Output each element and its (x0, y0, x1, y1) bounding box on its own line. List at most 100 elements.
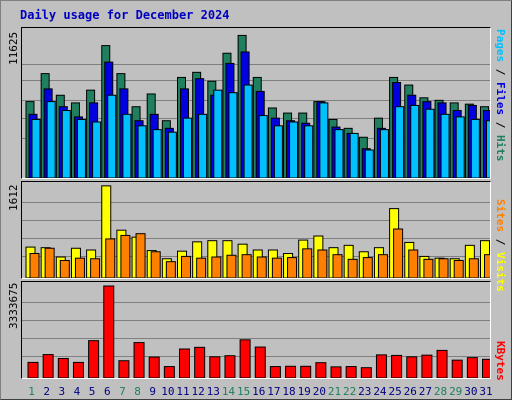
pages-bar (122, 113, 132, 178)
sites-bar (135, 233, 146, 278)
x-tick-label: 18 (282, 385, 296, 398)
pages-bar (152, 129, 162, 178)
sites-bar (438, 258, 449, 278)
pages-bar (410, 104, 420, 178)
kbytes-bar (391, 354, 403, 378)
legend-part: / (494, 62, 507, 82)
x-tick-label: 22 (343, 385, 357, 398)
pages-bar (395, 106, 405, 178)
x-tick-label: 19 (297, 385, 311, 398)
kbytes-bar (330, 366, 342, 378)
kbytes-bar (285, 365, 297, 378)
kbytes-panel (21, 281, 491, 379)
sites-bar (408, 249, 419, 278)
x-tick-label: 26 (403, 385, 417, 398)
hits-max-label: 11625 (7, 31, 20, 65)
x-tick-label: 9 (149, 385, 156, 398)
pages-bar (425, 108, 435, 178)
pages-bar (183, 117, 192, 178)
sites-bar (347, 258, 358, 278)
pages-bar (258, 115, 268, 178)
pages-bar (31, 118, 41, 178)
kbytes-bar (118, 360, 130, 378)
sites-bar (332, 254, 343, 278)
sites-bar (377, 254, 388, 278)
pages-bar (46, 101, 56, 178)
legend-part: Hits (494, 135, 507, 162)
pages-bar (289, 121, 299, 178)
sites-bar (105, 238, 116, 278)
sites-bar (256, 256, 267, 278)
x-tick-label: 12 (191, 385, 205, 398)
x-tick-label: 28 (433, 385, 448, 398)
pages-bar (379, 129, 389, 178)
kbytes-bar (345, 366, 357, 378)
pages-bar (273, 125, 283, 178)
pages-bar (440, 113, 450, 178)
kbytes-bar (436, 349, 448, 378)
sites-visits-panel (21, 181, 491, 279)
sites-bar (29, 253, 40, 278)
x-tick-label: 13 (206, 385, 220, 398)
kbytes-bar (163, 366, 175, 378)
sites-bar (59, 260, 70, 278)
kbytes-bar (209, 356, 221, 378)
pages-bar (107, 94, 117, 178)
sites-bar (423, 258, 434, 278)
pages-bar (319, 102, 329, 178)
kbytes-bar (254, 346, 266, 378)
x-tick-label: 15 (236, 385, 251, 398)
sites-bar (317, 249, 328, 278)
kbytes-bar (482, 358, 490, 378)
pages-bar (349, 132, 359, 178)
legend-part: KBytes (494, 341, 507, 381)
kbytes-chart (22, 285, 490, 378)
x-tick-label: 25 (388, 385, 402, 398)
pages-bar (137, 125, 147, 178)
legend-part: Pages (494, 29, 507, 63)
sites-bar (165, 261, 176, 278)
kbytes-bar (269, 366, 281, 378)
sites-bar (196, 257, 207, 278)
x-tick-label: 21 (327, 385, 342, 398)
pages-bar (486, 120, 490, 178)
kbytes-bar (27, 361, 39, 378)
pages-bar (304, 125, 314, 178)
kbytes-bar (239, 339, 251, 378)
kbytes-bar (148, 356, 160, 378)
x-tick-label: 31 (479, 385, 493, 398)
sites-bar (120, 234, 131, 278)
sites-bar (226, 254, 237, 278)
legend-part: / (494, 232, 507, 252)
kbytes-bar (179, 348, 190, 378)
sites-bar (484, 254, 490, 278)
kbytes-bar (466, 357, 478, 378)
legend-part: Files (494, 82, 507, 116)
pages-bar (167, 131, 177, 178)
pages-bar (92, 121, 102, 178)
kbytes-bar (194, 346, 206, 378)
pages-bar (243, 84, 253, 178)
kbytes-bar (451, 359, 463, 378)
legend-part: Visits (494, 252, 507, 292)
kbytes-bar (224, 355, 236, 378)
kbytes-bar (360, 367, 372, 378)
x-tick-label: 23 (358, 385, 372, 398)
chart-title: Daily usage for December 2024 (20, 8, 230, 22)
sites-visits-legend: Sites / Visits (494, 199, 507, 292)
pages-bar (364, 149, 374, 178)
x-tick-label: 4 (73, 385, 81, 398)
pages-bar (228, 92, 238, 178)
kbytes-bar (421, 354, 433, 378)
pages-bar (61, 110, 71, 178)
sites-bar (150, 251, 161, 278)
sites-bar (453, 260, 464, 278)
kbytes-bar (133, 342, 145, 378)
pages-bar (213, 89, 223, 178)
pages-bar (76, 118, 86, 178)
x-tick-label: 16 (252, 385, 266, 398)
x-tick-label: 29 (449, 385, 463, 398)
x-tick-label: 6 (103, 385, 111, 398)
visits-bar (101, 185, 112, 278)
x-tick-label: 24 (373, 385, 387, 398)
